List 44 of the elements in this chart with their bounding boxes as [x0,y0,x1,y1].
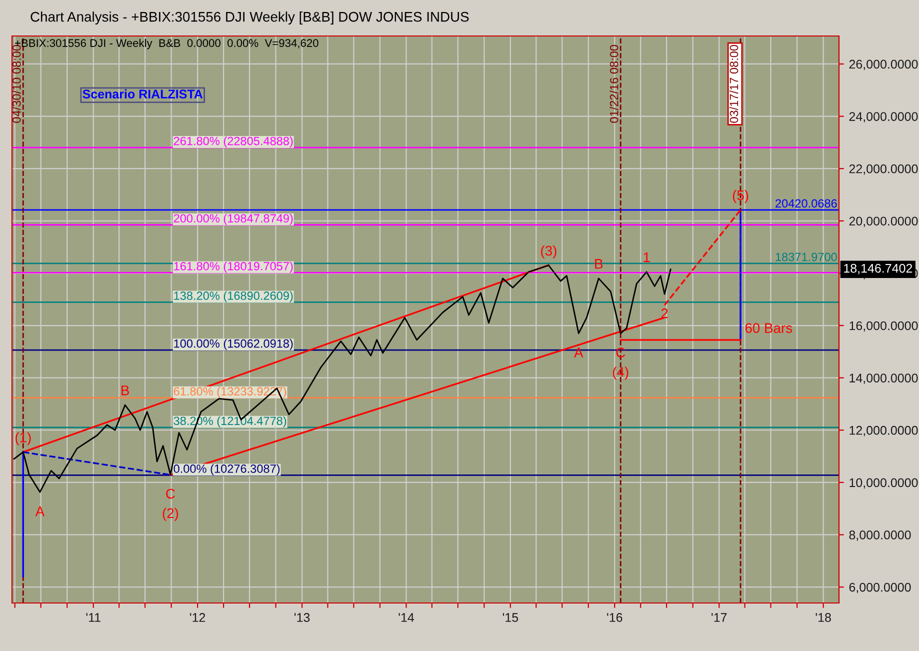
y-tick-label: 16,000.0000 [850,321,918,332]
annotation: C [616,348,626,358]
y-tick-label: 10,000.0000 [850,478,918,489]
x-tick-label: '17 [712,613,727,622]
ref-line-label: 138.20% (16890.2609) [174,291,293,302]
y-tick-label: 12,000.0000 [850,426,918,436]
annotation: 1 [644,252,650,262]
y-tick-label: 24,000.0000 [849,112,918,122]
y-tick-label: 20,000.0000 [849,216,918,228]
annotation: A [35,506,45,516]
annotation: A [574,348,584,358]
annotation: C [166,488,175,499]
x-tick-label: '15 [502,613,518,622]
x-tick-label: '12 [190,613,206,622]
ref-line-label: 200.00% (19847.8749) [174,214,293,225]
chart-title: Chart Analysis - +BBIX:301556 DJI Weekly [B&B] DOW JONES INDUS [30,12,469,24]
text: 18,146.7402 [844,264,912,274]
y-tick-label: 8,000.0000 [849,530,911,541]
annotation: (2) [162,508,178,521]
y-tick-label: 22,000.0000 [849,164,918,175]
ref-line-label: 18371.9700 [776,252,837,262]
annotation: (4) [612,366,628,380]
annotation: B [122,386,129,396]
ref-line-label: 04/30/10 08:00 [12,44,21,123]
x-tick-label: '13 [294,613,310,622]
annotation: (3) [541,245,556,258]
y-tick-label: 6,000.0000 [849,582,911,594]
ref-line-label: 261.80% (22805.4888) [174,136,293,148]
annotation: (5) [732,190,748,203]
y-tick-label: 26,000.0000 [849,60,918,70]
annotation: 60 Bars [745,323,792,333]
x-tick-label: '11 [86,613,100,622]
ref-line-label: 100.00% (15062.0918) [174,339,293,350]
annotation: (1) [16,432,31,446]
y-tick-label: 14,000.0000 [850,374,918,384]
x-tick-label: '14 [398,613,414,622]
ref-line-label: 161.80% (18019.7057) [174,262,293,273]
ref-line-label: 20420.0686 [776,199,837,208]
annotation: Scenario RIALZISTA [82,89,203,98]
ref-line-label: 01/22/16 08:00 [610,44,618,123]
ref-line-label: 0.00% (10276.3087) [174,464,280,476]
ref-line-label: 03/17/17 08:00 [730,44,738,123]
x-tick-label: '16 [607,613,622,622]
x-tick-label: '18 [816,613,831,622]
